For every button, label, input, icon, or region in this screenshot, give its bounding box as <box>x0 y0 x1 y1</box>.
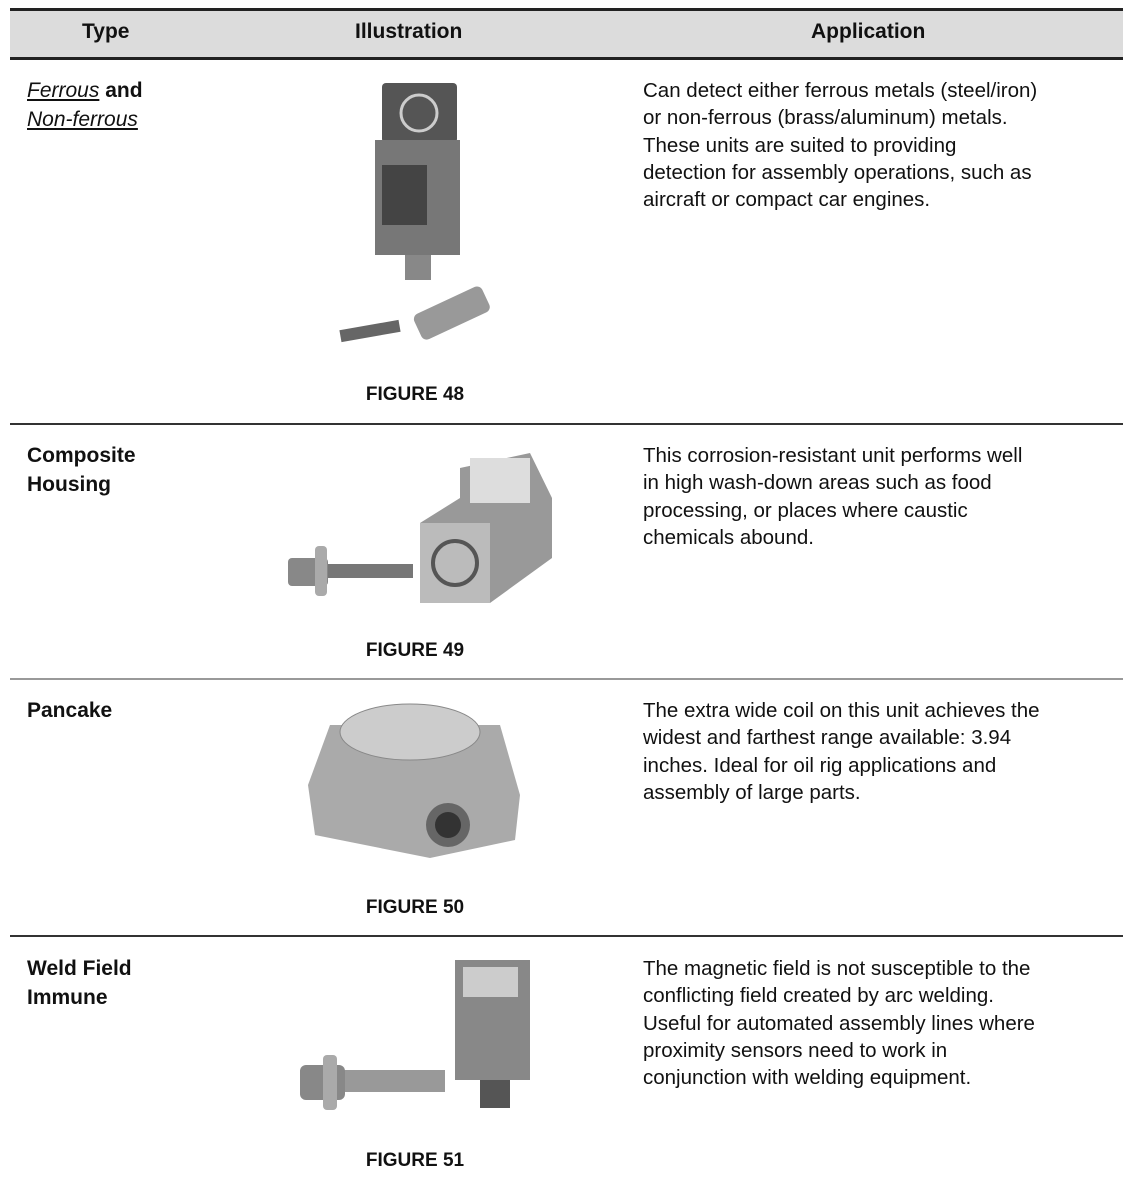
text-line: The magnetic field is not susceptible to… <box>643 957 1031 980</box>
text-line: proximity sensors need to work in <box>643 1038 948 1062</box>
application-text: The extra wide coil on this unit achieve… <box>643 697 1040 806</box>
row-divider <box>10 935 1123 937</box>
text-line: Can detect either ferrous metals (steel/… <box>643 79 1038 102</box>
illustration <box>308 703 520 858</box>
type-link: Non-ferrous <box>27 108 138 131</box>
text-line: This corrosion-resistant unit performs w… <box>643 444 1023 467</box>
text-line: inches. Ideal for oil rig applications a… <box>643 753 997 777</box>
text-line: conflicting field created by arc welding… <box>643 984 994 1008</box>
type-text: and <box>105 79 143 102</box>
table-header <box>10 8 1123 60</box>
type-text: Immune <box>27 986 108 1009</box>
text-line: These units are suited to providing <box>643 133 957 157</box>
illustration <box>288 453 552 603</box>
text-line: or non-ferrous (brass/aluminum) metals. <box>643 106 1008 130</box>
text-line: widest and farthest range available: 3.9… <box>643 726 1012 750</box>
column-header: Application <box>811 20 926 43</box>
text-line: in high wash-down areas such as food <box>643 471 992 495</box>
text-line: processing, or places where caustic <box>643 498 968 522</box>
figure-caption: FIGURE 48 <box>365 384 465 405</box>
text-line: Useful for automated assembly lines wher… <box>643 1011 1035 1035</box>
text-line: assembly of large parts. <box>643 780 861 804</box>
type-text: Pancake <box>27 699 113 722</box>
type-cell: Composite Housing <box>27 441 136 499</box>
illustration <box>300 960 530 1110</box>
type-cell: Weld Field Immune <box>27 954 132 1012</box>
type-cell: Pancake <box>27 696 112 725</box>
text-line: chemicals abound. <box>643 525 814 549</box>
type-text: Composite <box>27 444 136 467</box>
type-text: Housing <box>27 473 111 496</box>
figure-caption: FIGURE 51 <box>365 1150 465 1171</box>
text-line: conjunction with welding equipment. <box>643 1066 972 1090</box>
text-line: The extra wide coil on this unit achieve… <box>643 699 1040 722</box>
text-line: aircraft or compact car engines. <box>643 188 931 212</box>
type-text: Weld Field <box>27 957 132 980</box>
application-text: This corrosion-resistant unit performs w… <box>643 442 1022 551</box>
figure-caption: FIGURE 50 <box>365 897 465 918</box>
row-divider <box>10 423 1123 425</box>
row-divider <box>10 678 1123 680</box>
column-header: Illustration <box>355 20 463 43</box>
illustration <box>339 83 490 343</box>
text-line: detection for assembly operations, such … <box>643 160 1032 184</box>
column-header: Type <box>82 20 130 43</box>
application-text: The magnetic field is not susceptible to… <box>643 955 1035 1091</box>
type-cell: Ferrous and Non-ferrous <box>27 76 143 134</box>
figure-caption: FIGURE 49 <box>365 640 465 661</box>
application-text: Can detect either ferrous metals (steel/… <box>643 77 1037 213</box>
type-link: Ferrous <box>27 79 100 102</box>
